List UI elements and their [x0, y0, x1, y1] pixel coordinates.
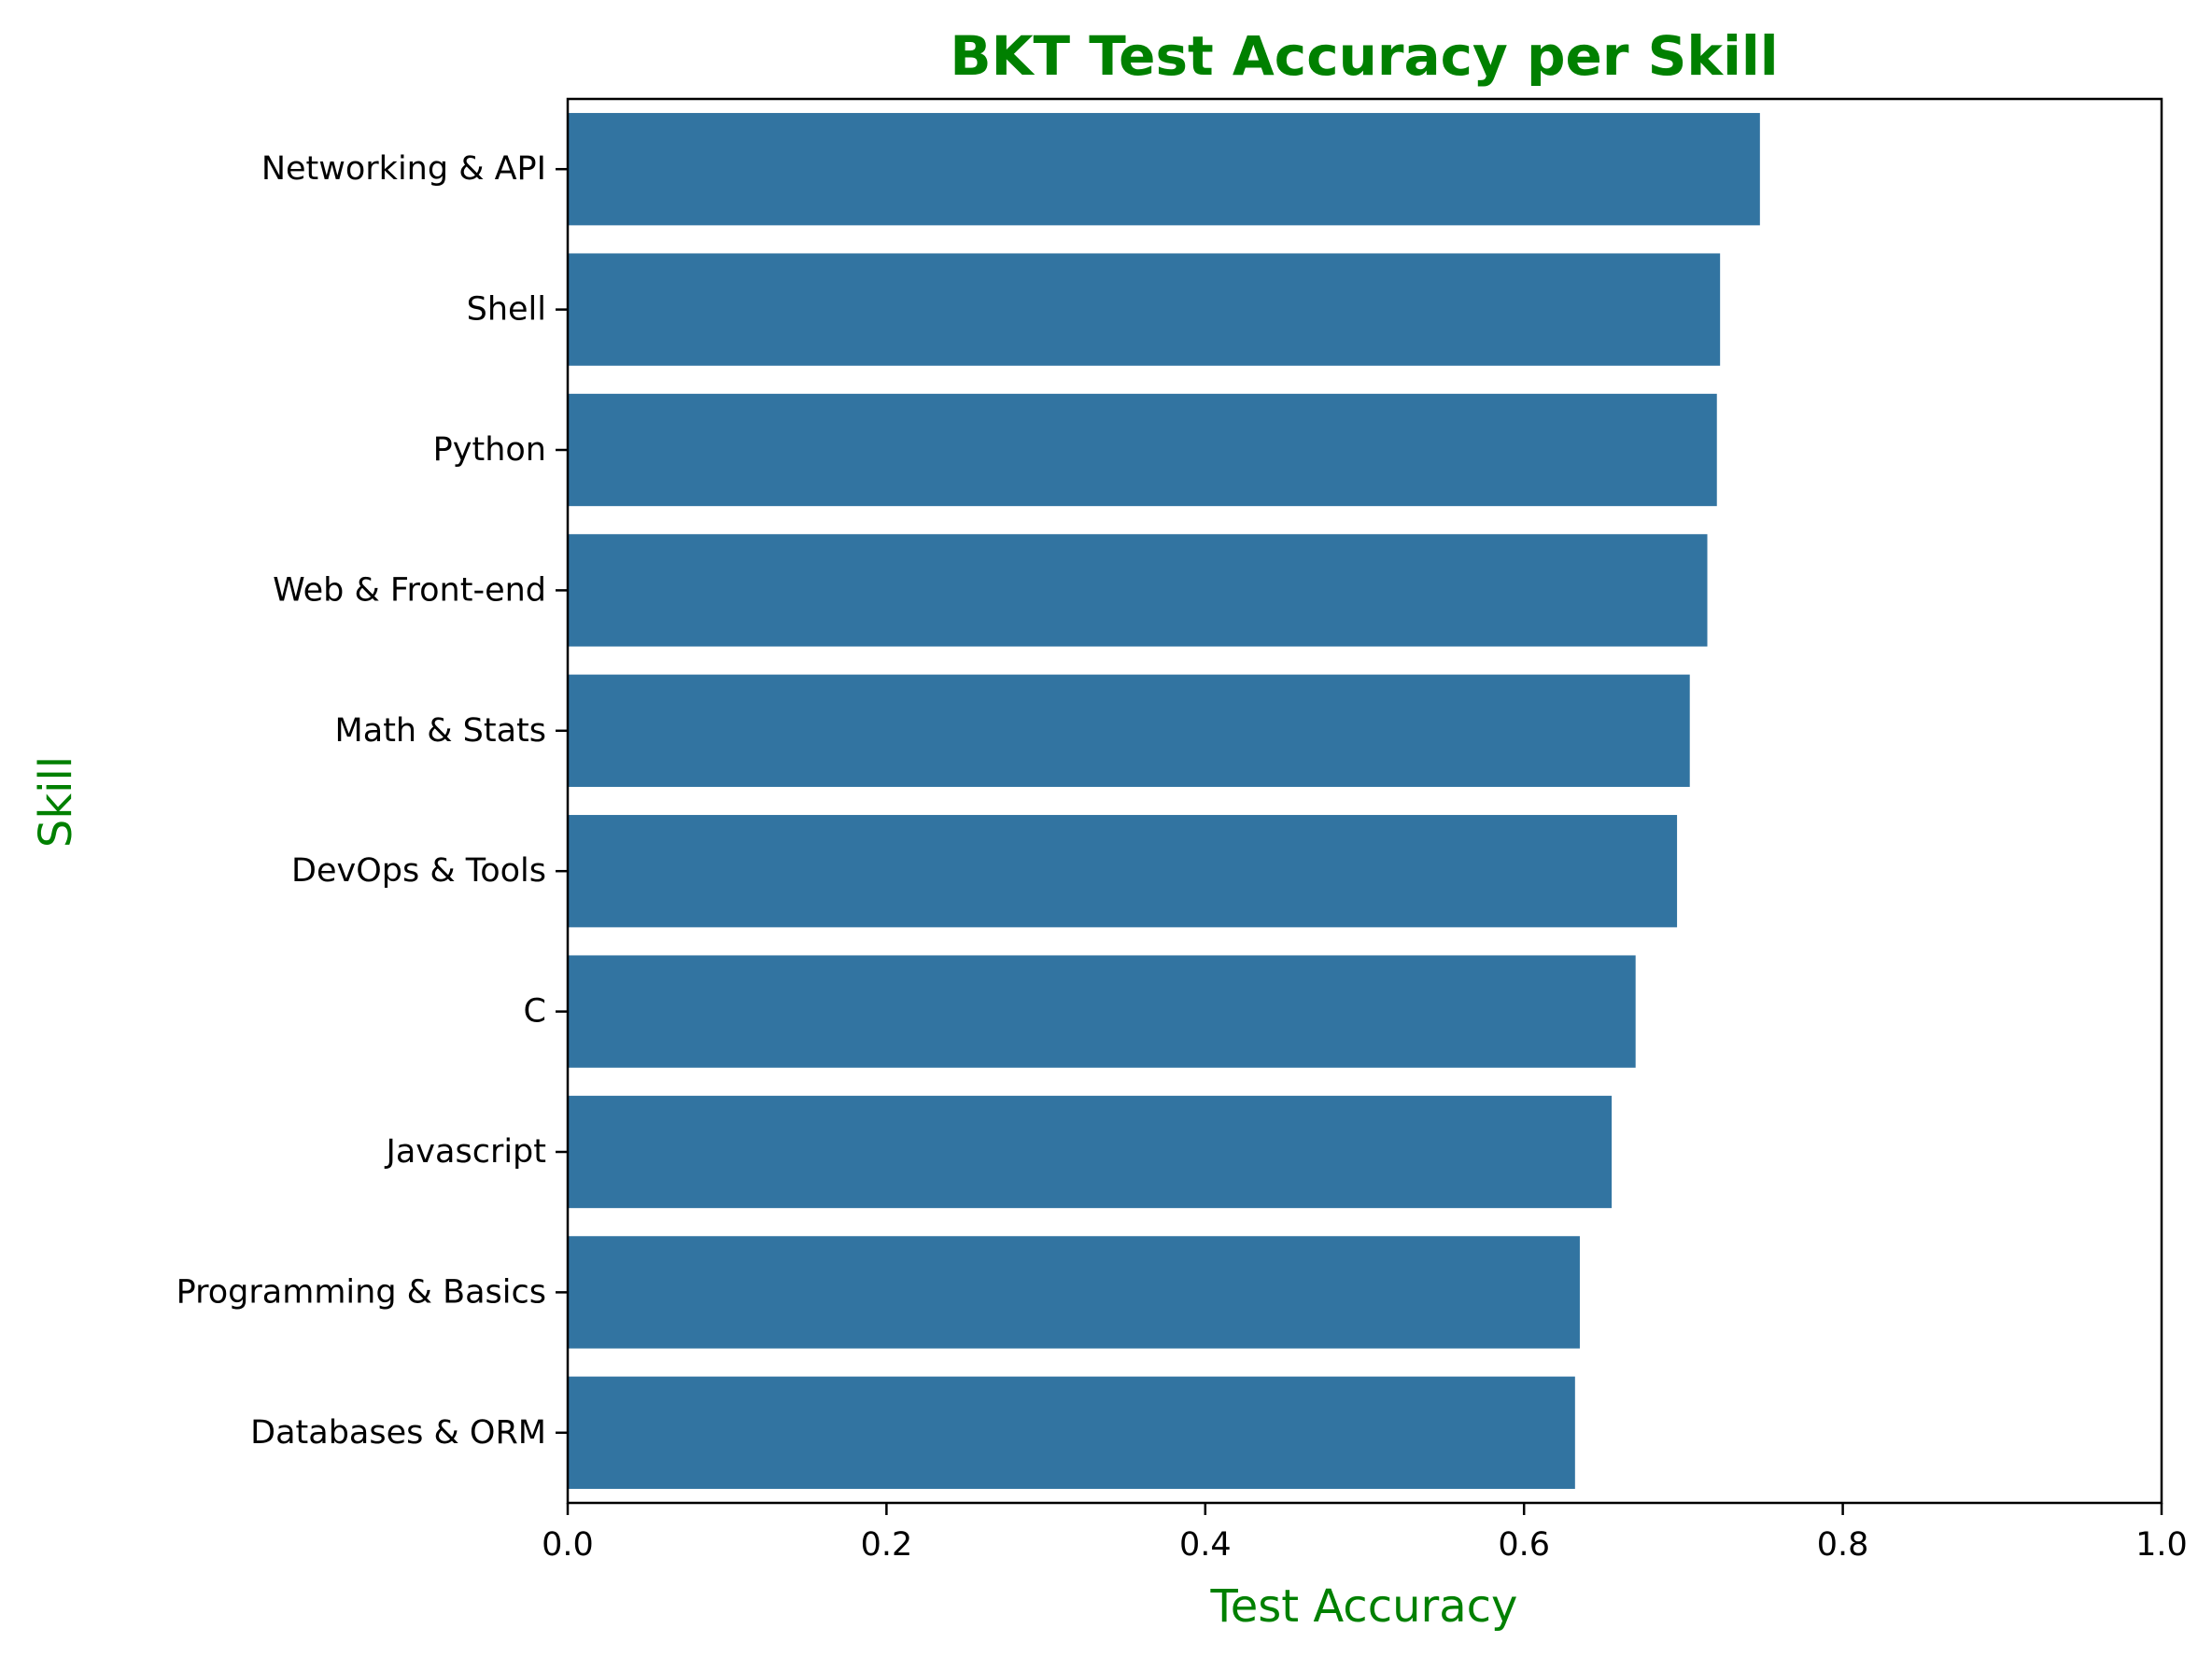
- x-tick-label: 0.4: [1179, 1526, 1232, 1564]
- x-tick-label: 0.2: [861, 1526, 913, 1564]
- bar: [568, 534, 1708, 647]
- y-tick-label: Programming & Basics: [176, 1273, 546, 1311]
- bar: [568, 955, 1636, 1068]
- y-axis-ticks: Networking & API Shell Python Web & Front-e…: [176, 150, 568, 1452]
- chart-title: BKT Test Accuracy per Skill: [950, 24, 1778, 88]
- x-tick-label: 0.6: [1498, 1526, 1550, 1564]
- y-tick-label: DevOps & Tools: [291, 852, 546, 890]
- bar: [568, 1376, 1575, 1489]
- x-axis-title: Test Accuracy: [1210, 1580, 1518, 1633]
- bar: [568, 1236, 1580, 1349]
- y-tick-label: C: [524, 993, 546, 1031]
- bar: [568, 815, 1678, 928]
- bar: [568, 253, 1721, 366]
- y-tick-label: Networking & API: [261, 150, 546, 188]
- x-tick-label: 0.8: [1817, 1526, 1869, 1564]
- y-tick-label: Web & Front-end: [273, 571, 546, 609]
- y-tick-label: Databases & ORM: [250, 1414, 546, 1452]
- y-tick-label: Shell: [467, 291, 546, 329]
- bar: [568, 393, 1717, 507]
- x-tick-label: 1.0: [2135, 1526, 2188, 1564]
- x-axis-ticks: 0.0 0.2 0.4 0.6 0.8 1.0: [542, 1503, 2188, 1564]
- bars-group: [568, 113, 1760, 1489]
- bar: [568, 113, 1760, 226]
- x-tick-label: 0.0: [542, 1526, 594, 1564]
- y-axis-title: Skill: [30, 756, 82, 848]
- bar: [568, 1095, 1613, 1209]
- plot-frame: [566, 97, 2163, 1505]
- y-tick-label: Javascript: [385, 1133, 546, 1171]
- y-tick-label: Math & Stats: [335, 712, 546, 750]
- y-tick-label: Python: [433, 431, 546, 469]
- bar: [568, 674, 1690, 787]
